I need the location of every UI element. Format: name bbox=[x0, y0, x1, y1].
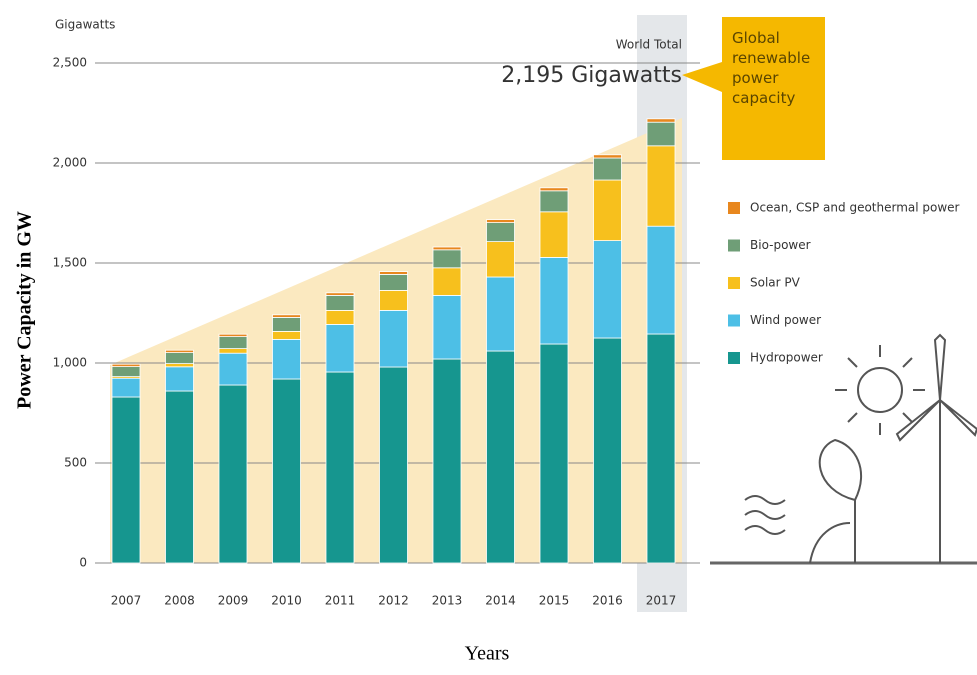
x-tick-label: 2008 bbox=[164, 594, 195, 608]
legend-swatch bbox=[728, 277, 740, 289]
bar-segment bbox=[432, 294, 462, 360]
bar-segment bbox=[165, 366, 194, 392]
bar-segment bbox=[272, 316, 301, 332]
bar-segment bbox=[593, 337, 622, 564]
bar-segment bbox=[111, 366, 141, 378]
axis-unit: Gigawatts bbox=[55, 18, 115, 32]
x-tick-label: 2013 bbox=[432, 594, 463, 608]
legend-swatch bbox=[728, 239, 740, 252]
x-tick-label: 2012 bbox=[378, 594, 409, 608]
bars: 2007 2008 2009 2010 2011 2012 2013 2014 2015 2016… bbox=[111, 118, 677, 608]
bar-segment bbox=[218, 384, 248, 564]
bar-segment bbox=[325, 292, 355, 296]
bar-segment bbox=[218, 348, 248, 354]
bar-segment bbox=[646, 225, 676, 335]
bar-segment bbox=[272, 378, 301, 564]
legend-swatch bbox=[728, 352, 740, 364]
bar-segment bbox=[218, 333, 248, 338]
legend-label: Solar PV bbox=[750, 276, 801, 290]
bar-segment bbox=[325, 323, 355, 373]
bar-segment bbox=[646, 121, 676, 147]
x-tick-label: 2010 bbox=[271, 594, 302, 608]
legend-swatch bbox=[728, 202, 740, 214]
x-tick-label: 2014 bbox=[485, 594, 516, 608]
bar-segment bbox=[539, 256, 569, 345]
bar-segment bbox=[486, 350, 515, 564]
x-tick-label: 2015 bbox=[539, 594, 570, 608]
x-tick-label: 2007 bbox=[111, 594, 142, 608]
annotation-value: 2,195 Gigawatts bbox=[501, 63, 682, 88]
y-tick-label: 0 bbox=[79, 556, 87, 570]
bar-segment bbox=[432, 358, 462, 564]
bar-segment bbox=[272, 330, 301, 340]
bar-segment bbox=[432, 267, 462, 296]
bar-segment bbox=[379, 273, 408, 291]
x-tick-label: 2009 bbox=[218, 594, 249, 608]
legend-label: Hydropower bbox=[750, 351, 823, 365]
y-tick-label: 1,500 bbox=[53, 256, 87, 270]
y-tick-label: 1,000 bbox=[53, 356, 87, 370]
legend: Hydropower Wind power Solar PV Bio-power Oce… bbox=[728, 201, 960, 365]
bar-segment bbox=[111, 377, 141, 398]
bar-segment bbox=[272, 338, 301, 380]
bar-segment bbox=[539, 190, 569, 213]
bar-segment bbox=[593, 157, 622, 181]
bar-segment bbox=[379, 309, 408, 368]
y-tick-label: 2,500 bbox=[53, 56, 87, 70]
bar-segment bbox=[218, 352, 248, 386]
bar-segment bbox=[325, 294, 355, 311]
bar-segment bbox=[539, 187, 569, 192]
bar-segment bbox=[432, 249, 462, 269]
bar-segment bbox=[486, 222, 515, 243]
illustration bbox=[710, 333, 977, 565]
y-tick-label: 2,000 bbox=[53, 156, 87, 170]
bar-segment bbox=[111, 363, 141, 368]
bar-segment bbox=[486, 241, 515, 278]
callout-box bbox=[682, 17, 825, 160]
bar-segment bbox=[486, 276, 515, 352]
bar-segment bbox=[325, 309, 355, 325]
x-axis-label: Years bbox=[465, 643, 510, 665]
bar-segment bbox=[646, 145, 676, 227]
annotation-label: World Total bbox=[616, 38, 682, 52]
bar-segment bbox=[539, 211, 569, 258]
bar-segment bbox=[593, 240, 622, 339]
bar-segment bbox=[379, 289, 408, 311]
legend-label: Wind power bbox=[750, 313, 821, 327]
bar-segment bbox=[486, 219, 515, 224]
bar-segment bbox=[593, 154, 622, 159]
legend-label: Bio-power bbox=[750, 238, 811, 252]
x-tick-label: 2016 bbox=[592, 594, 623, 608]
bar-segment bbox=[646, 333, 676, 564]
bar-segment bbox=[379, 271, 408, 275]
bar-segment bbox=[165, 349, 194, 354]
bar-segment bbox=[646, 118, 676, 123]
bar-segment bbox=[165, 363, 194, 368]
bar-segment bbox=[593, 179, 622, 241]
y-axis-label: Power Capacity in GW bbox=[14, 211, 36, 409]
bar-segment bbox=[379, 366, 408, 564]
legend-label: Ocean, CSP and geothermal power bbox=[750, 201, 960, 215]
bar-segment bbox=[165, 390, 194, 564]
bar-segment bbox=[165, 352, 194, 365]
callout-text: Global renewable power capacity bbox=[732, 29, 811, 107]
x-tick-label: 2017 bbox=[646, 594, 677, 608]
bar-segment bbox=[325, 371, 355, 564]
x-tick-label: 2011 bbox=[325, 594, 356, 608]
bar-segment bbox=[272, 314, 301, 318]
bar-segment bbox=[218, 336, 248, 350]
legend-swatch bbox=[728, 314, 740, 327]
y-tick-label: 500 bbox=[64, 456, 87, 470]
bar-segment bbox=[432, 246, 462, 251]
bar-segment bbox=[111, 396, 141, 564]
bar-segment bbox=[539, 343, 569, 564]
